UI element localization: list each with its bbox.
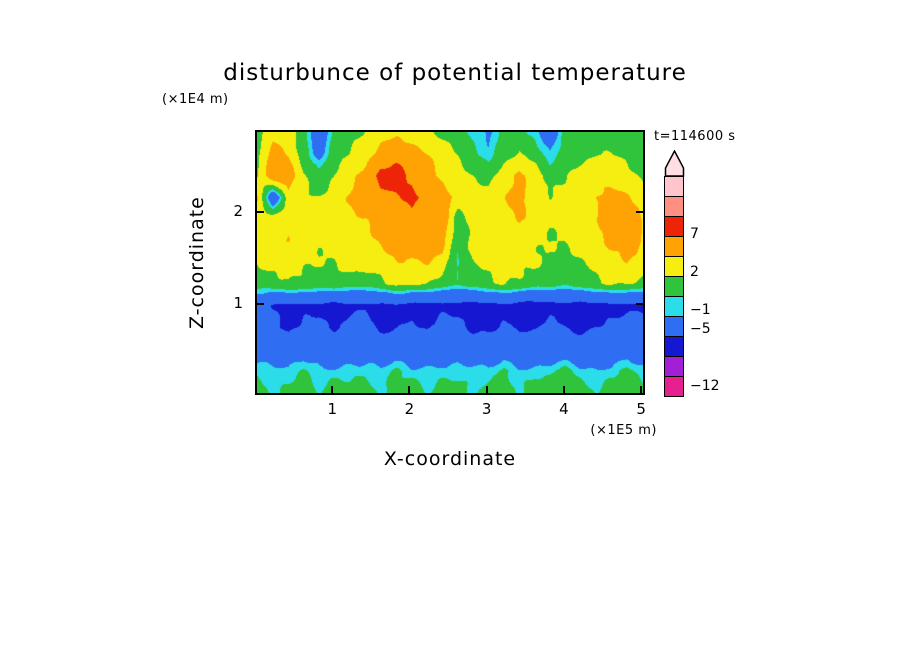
- plot-area: [255, 130, 645, 395]
- y-axis-label: Z-coordinate: [186, 196, 208, 329]
- contour-plot-canvas: [257, 132, 643, 393]
- x-tick-mark: [331, 386, 334, 393]
- y-tick-mark-right: [636, 211, 643, 214]
- x-tick-label: 3: [481, 400, 492, 418]
- y-tick-mark: [257, 302, 264, 305]
- colorbar-segments: [664, 176, 684, 397]
- colorbar-tick-label: 2: [690, 263, 699, 280]
- colorbar-segment: [665, 296, 683, 316]
- colorbar-segment: [665, 356, 683, 376]
- x-tick-label: 4: [559, 400, 569, 418]
- x-tick-mark: [640, 386, 643, 393]
- y-tick-mark-right: [636, 302, 643, 305]
- colorbar-segment: [665, 376, 683, 396]
- colorbar-tick-label: −1: [690, 301, 711, 318]
- colorbar-arrow-icon: [664, 150, 685, 177]
- colorbar-segment: [665, 196, 683, 216]
- colorbar-segment: [665, 336, 683, 356]
- y-axis-unit: (×1E4 m): [162, 92, 229, 107]
- y-tick-label: 1: [233, 293, 243, 312]
- colorbar-segment: [665, 236, 683, 256]
- y-tick-mark: [257, 211, 264, 214]
- colorbar-tick-label: −12: [690, 377, 720, 394]
- x-tick-label: 2: [404, 400, 415, 418]
- x-tick-label: 1: [327, 400, 337, 418]
- colorbar-segment: [665, 316, 683, 336]
- colorbar-tick-label: −5: [690, 320, 711, 337]
- colorbar-segment: [665, 256, 683, 276]
- x-tick-mark: [408, 386, 411, 393]
- colorbar-tick-label: 7: [690, 225, 699, 242]
- time-label: t=114600 s: [654, 129, 736, 144]
- x-axis-unit: (×1E5 m): [590, 423, 657, 438]
- y-tick-label: 2: [233, 202, 243, 221]
- plot-title: disturbunce of potential temperature: [223, 60, 687, 86]
- x-tick-mark: [485, 386, 488, 393]
- x-tick-mark: [562, 386, 565, 393]
- x-tick-label: 5: [636, 400, 646, 418]
- colorbar-segment: [665, 216, 683, 236]
- x-axis-label: X-coordinate: [383, 448, 517, 470]
- colorbar-segment: [665, 177, 683, 196]
- colorbar-segment: [665, 276, 683, 296]
